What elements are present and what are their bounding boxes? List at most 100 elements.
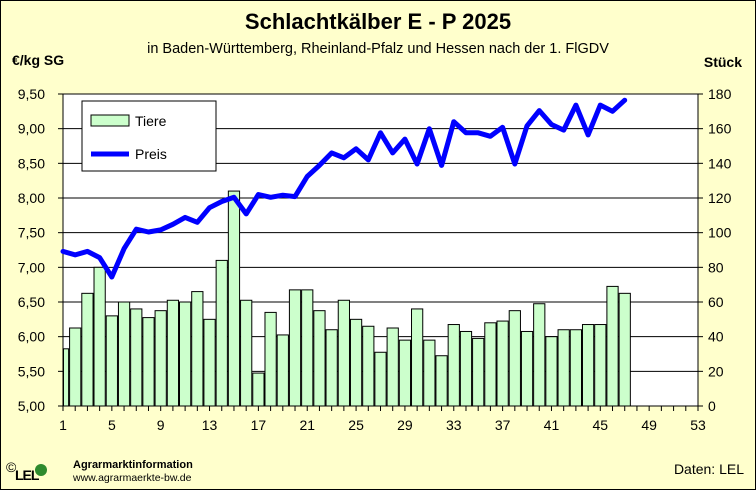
x-tick-label: 1 [59, 417, 67, 433]
y-right-tick-label: 80 [708, 259, 724, 275]
x-tick-label: 29 [397, 417, 413, 433]
bar-tiere [411, 308, 424, 407]
chart-title: Schlachtkälber E - P 2025 [244, 9, 512, 34]
bar-tiere [484, 322, 497, 407]
x-tick-label: 21 [299, 417, 315, 433]
bar-tiere [227, 190, 241, 407]
bar-tiere [435, 355, 448, 407]
y-right-tick-label: 120 [708, 190, 732, 206]
y-right-tick-label: 0 [708, 398, 716, 414]
bar-tiere [594, 324, 607, 407]
legend-swatch-tiere [90, 114, 130, 127]
bar-tiere [606, 285, 619, 407]
bar-tiere [459, 330, 473, 407]
y-left-tick-label: 5,50 [18, 363, 45, 379]
bar-tiere [69, 327, 82, 407]
legend-label-preis: Preis [135, 146, 167, 162]
bar-tiere [301, 289, 314, 407]
y-left-tick-label: 7,50 [18, 225, 45, 241]
x-tick-label: 9 [157, 417, 165, 433]
bar-tiere [398, 339, 412, 407]
bar-tiere [154, 310, 167, 407]
bar-tiere [130, 308, 143, 407]
bar-tiere [618, 292, 631, 407]
y-right-tick-label: 160 [708, 121, 732, 137]
bar-tiere [215, 259, 228, 407]
bar-tiere [581, 324, 595, 407]
x-tick-label: 17 [251, 417, 267, 433]
y-left-tick-label: 7,00 [18, 259, 45, 275]
y-right-tick-label: 140 [708, 155, 732, 171]
bar-tiere [337, 299, 350, 407]
line-preis [60, 97, 628, 280]
bar-tiere [313, 310, 326, 407]
bar-tiere [240, 299, 253, 407]
y-axis-right-label: Stück [703, 54, 742, 70]
bar-tiere [191, 291, 204, 407]
bar-tiere [362, 325, 375, 407]
bar-tiere [520, 330, 534, 407]
y-left-tick-label: 6,00 [18, 329, 45, 345]
bar-tiere [166, 299, 180, 407]
x-tick-label: 13 [202, 417, 218, 433]
x-tick-label: 41 [544, 417, 560, 433]
bars-tiere [63, 190, 631, 407]
y-left-tick-label: 9,00 [18, 121, 45, 137]
y-left-tick-label: 5,00 [18, 398, 45, 414]
bar-tiere [447, 324, 460, 407]
x-tick-label: 53 [690, 417, 706, 433]
bar-tiere [63, 348, 70, 407]
bar-tiere [374, 351, 387, 407]
x-tick-label: 45 [593, 417, 609, 433]
bar-tiere [93, 266, 106, 407]
bar-tiere [569, 329, 583, 407]
y-right-tick-label: 100 [708, 225, 732, 241]
y-left-tick-label: 8,00 [18, 190, 45, 206]
y-right-tick-label: 180 [708, 86, 732, 102]
x-tick-label: 25 [348, 417, 364, 433]
y-right-tick-label: 60 [708, 294, 724, 310]
bar-tiere [423, 339, 436, 407]
org-url: www.agrarmaerkte-bw.de [73, 472, 192, 484]
legend-label-tiere: Tiere [135, 113, 167, 129]
bar-tiere [276, 334, 289, 407]
bar-tiere [203, 318, 216, 407]
org-name: Agrarmarktinformation [73, 459, 193, 471]
x-tick-label: 33 [446, 417, 462, 433]
x-tick-label: 49 [641, 417, 657, 433]
legend: Tiere Preis [81, 100, 217, 172]
bar-tiere [264, 311, 277, 407]
y-right-tick-label: 40 [708, 329, 724, 345]
x-tick-label: 37 [495, 417, 511, 433]
bar-tiere [252, 372, 265, 407]
bar-tiere [117, 301, 131, 407]
y-right-tick-label: 20 [708, 363, 724, 379]
logo-circle-icon [35, 464, 47, 476]
bar-tiere [178, 301, 192, 407]
bar-tiere [496, 320, 509, 407]
y-axis-left-label: €/kg SG [12, 52, 65, 68]
bar-tiere [533, 303, 546, 407]
bar-tiere [508, 310, 521, 407]
bar-tiere [142, 317, 155, 407]
lel-logo: © LEL [6, 459, 47, 483]
bar-tiere [81, 292, 94, 407]
logo-text: LEL [15, 467, 40, 483]
copyright-symbol: © [6, 459, 17, 475]
data-source: Daten: LEL [673, 461, 744, 477]
bar-tiere [105, 315, 118, 407]
chart-subtitle: in Baden-Württemberg, Rheinland-Pfalz un… [147, 41, 609, 57]
bar-tiere [557, 329, 570, 407]
y-left-tick-label: 6,50 [18, 294, 45, 310]
bar-tiere [349, 318, 363, 407]
bar-tiere [325, 329, 338, 407]
bar-tiere [288, 289, 302, 407]
legend-box [81, 100, 217, 172]
bar-tiere [472, 337, 485, 407]
y-left-tick-label: 8,50 [18, 155, 45, 171]
bar-tiere [545, 336, 558, 407]
axes: 5,00 0 5,50 20 6,00 40 6,50 60 7,00 80 7,50 100 8,00… [18, 86, 732, 433]
y-left-tick-label: 9,50 [18, 86, 45, 102]
bar-tiere [386, 327, 399, 407]
